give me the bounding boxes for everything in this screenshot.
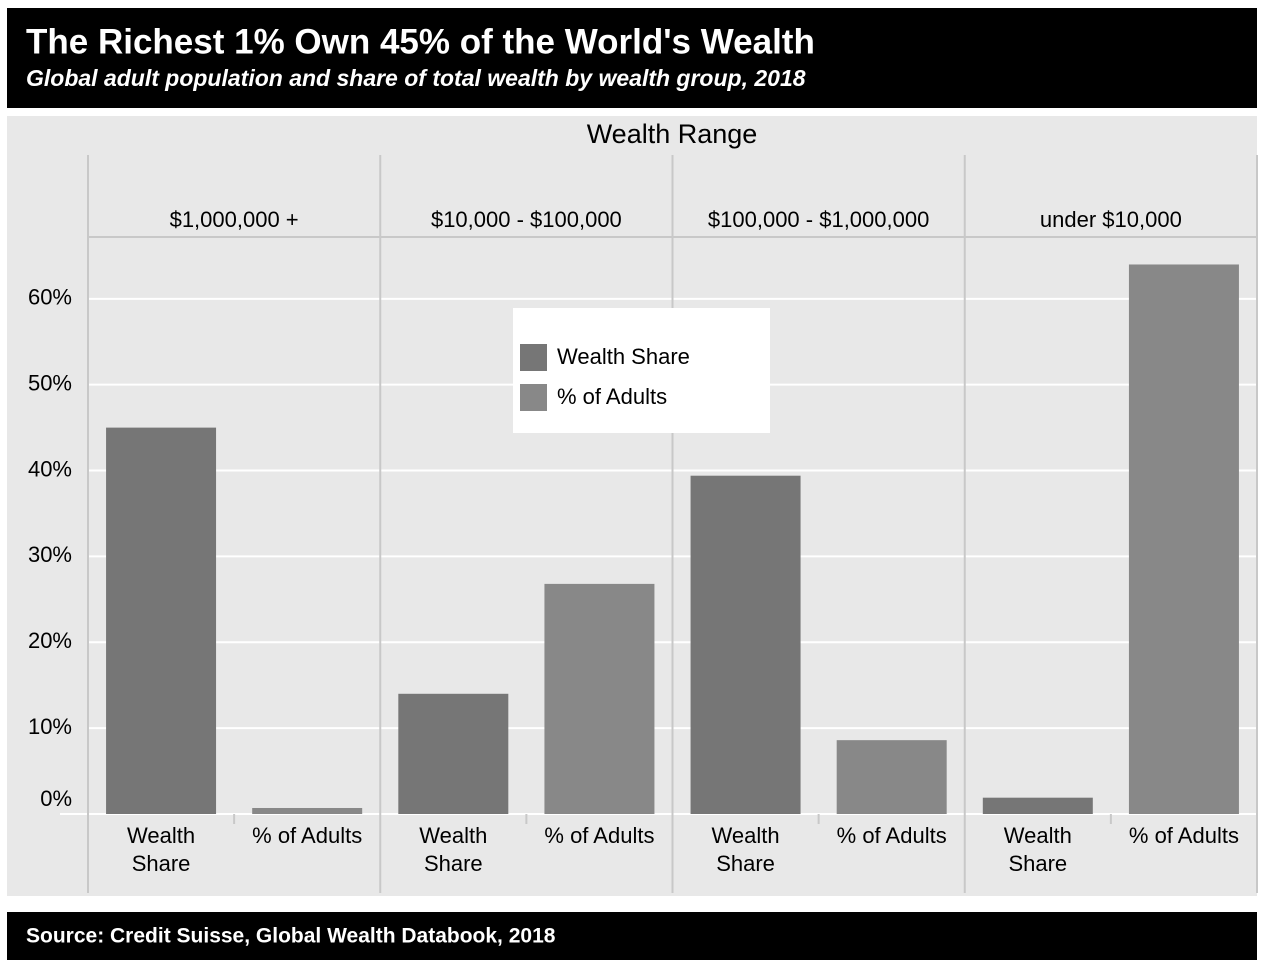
y-tick-label: 20% [28,628,72,653]
legend-swatch [520,384,547,411]
x-tick-label: % of Adults [1128,823,1239,848]
x-tick-label: % of Adults [544,823,655,848]
y-tick-label: 40% [28,456,72,481]
bar [1128,264,1239,814]
y-tick-label: 60% [28,285,72,310]
legend-box [513,308,770,433]
y-tick-label: 10% [28,714,72,739]
bar [398,693,509,814]
bar [106,427,217,814]
facet-header: Wealth Range [587,119,758,149]
bar [982,797,1093,814]
facet-label: $10,000 - $100,000 [431,207,622,232]
legend-label: Wealth Share [557,344,690,369]
facet-label: under $10,000 [1040,207,1182,232]
source-bar [7,912,1257,960]
title-bar [7,8,1257,108]
bar [252,807,363,814]
x-tick-label: Wealth Share [127,823,196,876]
y-tick-label: 50% [28,370,72,395]
y-tick-label: 0% [40,786,72,811]
source: Source: Credit Suisse, Global Wealth Dat… [26,925,556,948]
legend-swatch [520,344,547,371]
facet-label: $1,000,000 + [170,207,299,232]
x-tick-label: Wealth Share [711,823,780,876]
y-tick-label: 30% [28,542,72,567]
chart-subtitle: Global adult population and share of tot… [26,65,806,91]
x-tick-label: % of Adults [836,823,947,848]
chart-title: The Richest 1% Own 45% of the World's We… [26,22,815,61]
bar [544,583,655,814]
x-tick-label: Wealth Share [1003,823,1072,876]
x-tick-label: % of Adults [252,823,363,848]
facet-label: $100,000 - $1,000,000 [708,207,929,232]
legend: Wealth Share % of Adults [513,308,770,433]
x-tick-label: Wealth Share [419,823,488,876]
bar [836,740,947,814]
legend-label: % of Adults [557,384,667,409]
bar [690,475,801,814]
